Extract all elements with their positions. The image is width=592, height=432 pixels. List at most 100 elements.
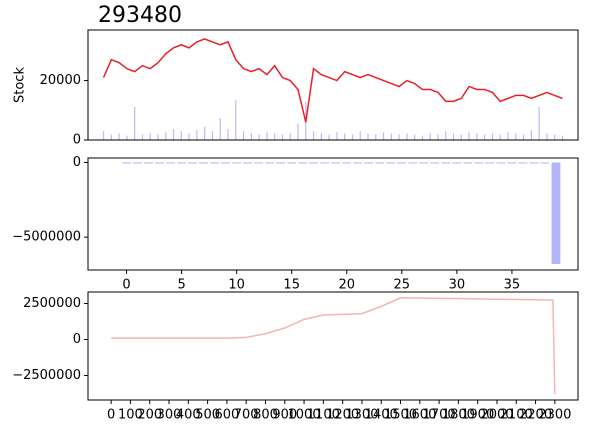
bar: [353, 162, 363, 164]
bar: [254, 162, 264, 164]
volume-bar: [180, 131, 182, 140]
x-tick-label: 15: [283, 278, 300, 293]
bar: [188, 162, 198, 164]
bar: [287, 162, 297, 164]
x-tick-label: 1500: [384, 408, 417, 423]
axes-frame: [87, 291, 579, 401]
bar: [166, 162, 175, 164]
axes-frame: [87, 29, 579, 141]
bar: [397, 162, 407, 164]
bar: [364, 162, 374, 164]
bar: [210, 162, 220, 164]
volume-bar: [460, 134, 462, 140]
y-tick-label: −2500000: [12, 368, 81, 383]
volume-bar: [351, 134, 354, 140]
volume-bar: [281, 134, 284, 140]
x-tick-label: 1400: [365, 408, 398, 423]
volume-bar: [235, 100, 237, 140]
x-tick-label: 600: [214, 408, 239, 423]
bar: [441, 162, 451, 164]
bar: [331, 162, 341, 164]
bar: [133, 162, 142, 164]
x-tick-label: 500: [195, 408, 220, 423]
volume-bar: [561, 135, 564, 140]
x-tick-label: 2200: [519, 408, 552, 423]
volume-bar: [445, 131, 447, 140]
volume-bar: [219, 118, 221, 140]
volume-bar: [429, 133, 431, 140]
volume-bar: [390, 133, 392, 140]
x-tick-label: 700: [234, 408, 259, 423]
bar: [529, 162, 539, 164]
x-tick-label: 1200: [326, 408, 359, 423]
volume-bar: [134, 107, 136, 140]
bar: [265, 162, 275, 164]
volume-bar: [204, 126, 206, 140]
volume-bar: [336, 132, 338, 140]
bar: [144, 162, 153, 164]
volume-bar: [102, 131, 105, 140]
volume-bar: [165, 132, 167, 140]
volume-bar: [172, 129, 175, 140]
volume-bar: [312, 131, 315, 140]
volume-bar: [227, 129, 229, 140]
bar: [507, 162, 517, 164]
volume-bar: [266, 132, 268, 140]
bar: [408, 162, 418, 164]
volume-bar: [289, 133, 291, 140]
x-tick-label: 1300: [345, 408, 378, 423]
volume-bar: [468, 132, 470, 140]
volume-bar: [274, 133, 276, 140]
x-tick-label: 25: [394, 278, 411, 293]
volume-bar: [406, 133, 408, 140]
volume-bar: [188, 133, 190, 140]
bar: [386, 162, 396, 164]
bar: [155, 162, 164, 164]
bar: [551, 162, 561, 265]
volume-bar: [250, 133, 252, 140]
y-tick-label: 0: [73, 155, 81, 170]
x-tick-label: 1900: [461, 408, 494, 423]
volume-bar: [375, 134, 377, 140]
bar: [463, 162, 473, 164]
volume-bar: [141, 134, 144, 140]
volume-bar: [110, 134, 112, 140]
x-tick-label: 200: [137, 408, 162, 423]
bar: [276, 162, 286, 164]
volume-bar: [538, 107, 540, 140]
volume-bar: [157, 134, 159, 140]
x-tick-label: 1000: [288, 408, 321, 423]
volume-bar: [491, 133, 494, 140]
bar: [342, 162, 352, 164]
x-tick-label: 400: [176, 408, 201, 423]
x-tick-label: 2100: [500, 408, 533, 423]
x-tick-label: 300: [157, 408, 182, 423]
data-line: [111, 297, 556, 395]
volume-bar: [476, 133, 478, 140]
volume-bar: [359, 131, 361, 140]
y-tick-label: 20000: [40, 73, 81, 88]
bar: [375, 162, 385, 164]
x-tick-label: 800: [253, 408, 278, 423]
volume-bar: [382, 132, 385, 140]
volume-bar: [499, 134, 501, 140]
bar: [485, 162, 495, 164]
x-tick-label: 10: [228, 278, 245, 293]
volume-bar: [530, 130, 532, 140]
volume-bar: [211, 131, 214, 140]
x-tick-label: 2300: [538, 408, 571, 423]
volume-bar: [437, 134, 439, 140]
bar: [199, 162, 209, 164]
x-tick-label: 900: [272, 408, 297, 423]
bar: [320, 162, 330, 164]
x-tick-label: 20: [338, 278, 355, 293]
volume-bar: [367, 133, 369, 140]
volume-bar: [258, 134, 260, 140]
volume-bar: [554, 134, 556, 140]
x-tick-label: 1800: [442, 408, 475, 423]
volume-bar: [414, 134, 416, 140]
y-tick-label: 2500000: [23, 296, 81, 311]
volume-bar: [297, 123, 299, 140]
volume-bar: [328, 134, 330, 140]
